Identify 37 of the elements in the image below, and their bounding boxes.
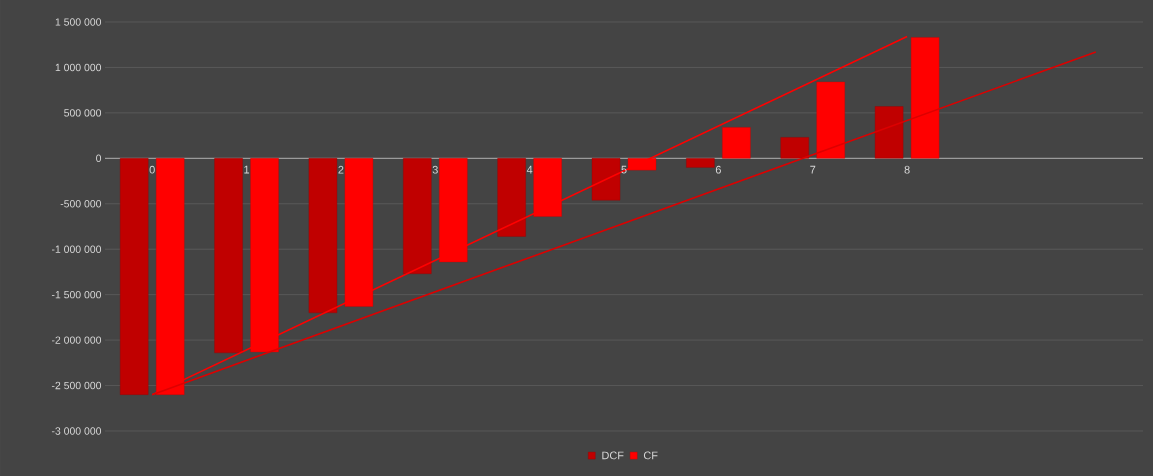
x-tick-label: 4 [526,165,533,174]
bar [910,37,940,159]
bar [439,158,468,263]
legend-label: DCF [602,451,624,460]
y-tick-label: 1 500 000 [55,18,102,26]
y-tick-label: 1 000 000 [55,63,102,72]
y-tick-label: 0 [96,154,102,163]
y-tick-label: -1 000 000 [51,245,102,253]
x-tick-label: 1 [244,165,250,174]
x-tick-label: 6 [715,165,721,174]
bar [591,158,621,201]
y-tick-label: -2 500 000 [51,381,102,390]
bar [874,106,904,159]
legend-label: CF [643,451,658,460]
bar [533,158,562,217]
y-tick-label: -3 000 000 [51,427,102,435]
bar [250,158,279,353]
x-tick-label: 7 [810,165,816,174]
y-tick-label: -1 500 000 [51,290,102,299]
x-tick-label: 8 [904,165,910,174]
bar [722,127,751,159]
bar [214,158,243,354]
x-tick-label: 2 [338,165,344,174]
bar [780,137,809,159]
bar [686,158,715,168]
bar [497,158,526,237]
x-tick-label: 3 [432,165,438,174]
bar [119,158,149,395]
y-tick-label: -2 000 000 [51,336,102,344]
y-tick-label: 500 000 [64,109,102,117]
y-tick-label: -500 000 [60,200,102,208]
bar [627,158,657,171]
bar [816,81,845,159]
bar [344,158,374,307]
bar [308,158,338,314]
x-tick-label: 0 [149,165,155,174]
bar [403,158,432,274]
